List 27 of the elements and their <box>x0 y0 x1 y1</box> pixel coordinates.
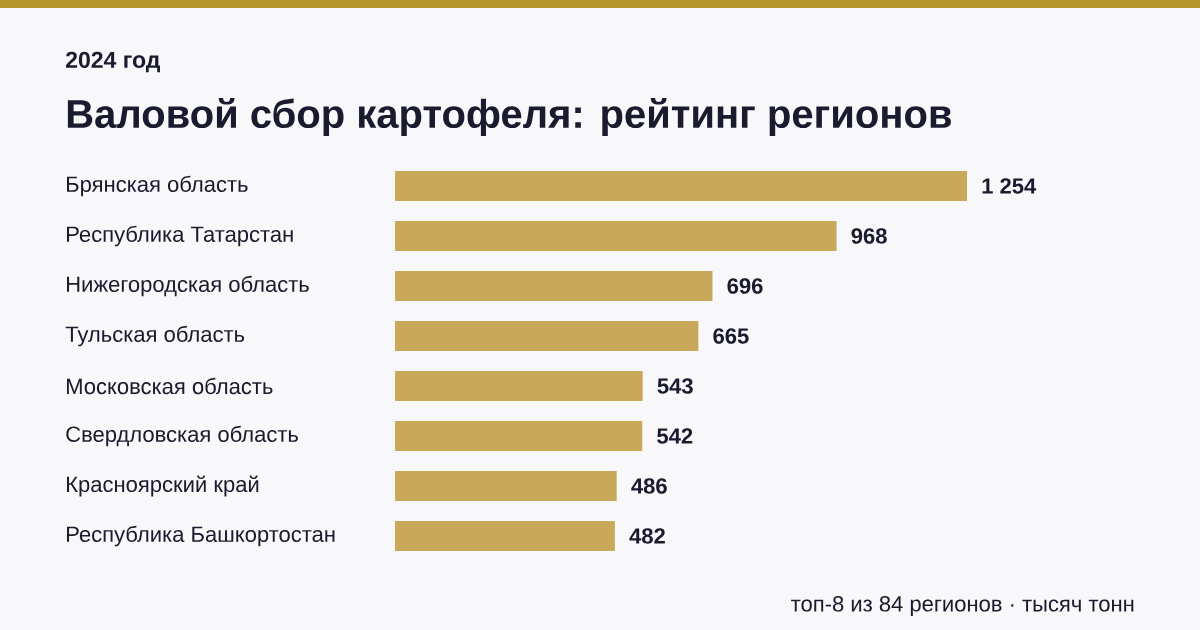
y-tick-label: Республика Башкортостан <box>67 525 335 547</box>
data-label: 696 <box>727 278 763 294</box>
bar <box>395 471 617 502</box>
y-tick-label: Свердловская область <box>66 425 298 447</box>
data-label: 665 <box>713 328 749 344</box>
data-label: 542 <box>657 428 693 444</box>
y-tick-label: Тульская область <box>65 325 245 347</box>
y-tick-label: Московская область <box>67 377 273 395</box>
bar <box>395 321 699 351</box>
y-tick-label: Республика Татарстан <box>67 225 293 247</box>
data-label: 482 <box>629 528 665 544</box>
data-label: 968 <box>851 228 887 244</box>
y-tick-label: Нижегородская область <box>67 275 309 297</box>
bar <box>395 521 615 551</box>
y-tick-label: Брянская область <box>67 175 248 197</box>
data-label: 486 <box>631 478 667 494</box>
data-label: 543 <box>657 378 693 394</box>
text: 2024 год <box>66 51 160 73</box>
bar <box>395 371 643 401</box>
data-label: 1 254 <box>982 178 1037 194</box>
bar <box>395 171 967 201</box>
bar <box>395 271 713 301</box>
bar <box>395 421 643 452</box>
bar <box>395 221 837 251</box>
y-tick-label: Красноярский край <box>67 475 259 497</box>
text: топ-8 из 84 регионов · тысяч тонн <box>791 596 1134 616</box>
chart-title: Валовой сбор картофеля: рейтинг регионов <box>67 97 951 137</box>
